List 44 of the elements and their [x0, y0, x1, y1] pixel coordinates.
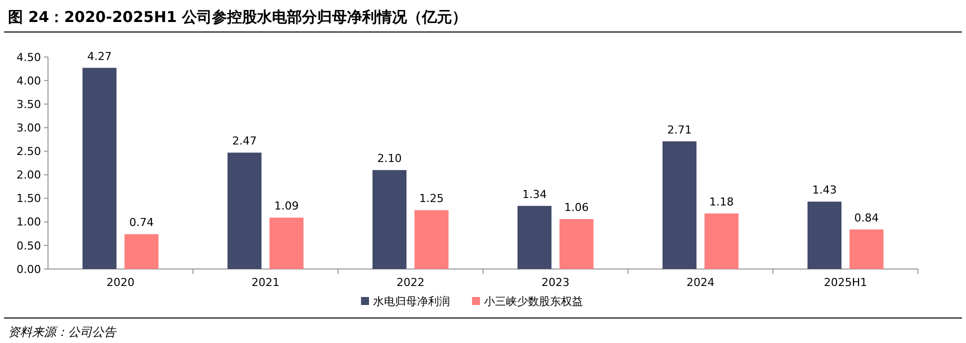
y-tick-label: 2.00 [16, 168, 41, 182]
y-tick-label: 4.00 [16, 74, 41, 88]
legend-label: 水电归母净利润 [373, 295, 450, 308]
y-tick-label: 2.50 [16, 145, 41, 158]
text: 2.47 [232, 134, 257, 148]
y-tick-label: 1.00 [16, 216, 41, 229]
text: 资料来源：公司公告 [8, 325, 117, 339]
text: 0.84 [854, 211, 879, 224]
y-tick-label: 4.50 [16, 50, 41, 64]
x-tick-label: 2022 [396, 276, 424, 289]
text: 1.43 [812, 184, 837, 197]
bar [662, 141, 696, 269]
x-tick-label: 2020 [106, 276, 134, 289]
bar [82, 68, 116, 269]
text: 1.18 [709, 195, 734, 208]
x-tick-label: 2024 [686, 276, 714, 289]
x-tick-label: 2023 [542, 276, 570, 289]
x-tick-label: 2025H1 [824, 276, 868, 289]
y-tick-label: 1.50 [16, 192, 41, 206]
text: 4.27 [87, 50, 112, 63]
bar [270, 218, 304, 269]
text: 1.25 [419, 192, 444, 206]
y-tick-label: 3.00 [16, 122, 41, 135]
bar [850, 229, 884, 269]
bar [372, 170, 406, 269]
chart-title: 图 24：2020-2025H1 公司参控股水电部分归母净利情况（亿元） [8, 8, 468, 26]
text: 2.71 [667, 123, 692, 136]
text: 0.74 [129, 216, 154, 230]
text: 1.06 [564, 201, 589, 214]
bar [518, 206, 552, 269]
y-tick-label: 3.50 [16, 98, 41, 111]
bar [228, 152, 262, 269]
bar [124, 234, 158, 269]
bar [560, 219, 594, 269]
y-tick-label: 0.00 [16, 262, 41, 276]
x-tick-label: 2021 [252, 276, 280, 289]
bar [808, 202, 842, 269]
text: 1.34 [522, 188, 547, 201]
legend-label: 小三峡少数股东权益 [484, 295, 583, 308]
text: 2.10 [377, 152, 402, 166]
text: 1.09 [274, 200, 299, 213]
bar [704, 213, 738, 269]
y-tick-label: 0.50 [16, 239, 41, 252]
bar [414, 210, 448, 269]
